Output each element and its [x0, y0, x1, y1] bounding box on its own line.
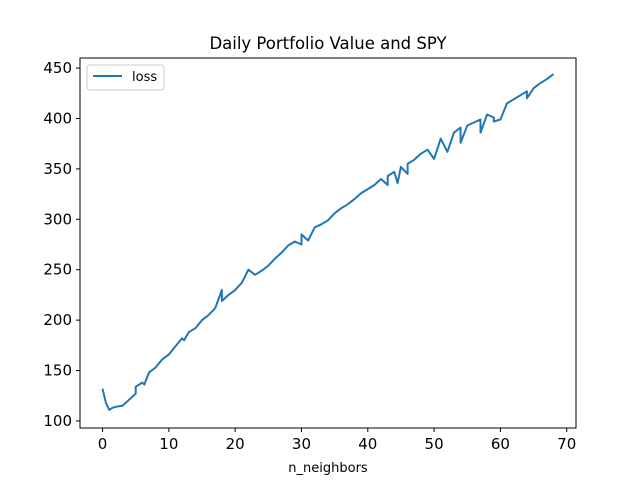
x-tick-label: 40 — [358, 435, 377, 453]
legend-label-loss: loss — [132, 70, 157, 85]
series-layer — [101, 73, 555, 411]
y-tick-label: 100 — [43, 412, 72, 430]
y-axis-ticks: 100 150 200 250 300 350 400 450 — [43, 59, 80, 430]
legend-frame — [86, 64, 165, 91]
y-tick-label: 350 — [43, 160, 72, 178]
x-tick-label: 0 — [98, 435, 108, 453]
x-tick-label: 10 — [159, 435, 178, 453]
chart-title: Daily Portfolio Value and SPY — [209, 34, 447, 53]
y-tick-label: 400 — [43, 109, 72, 127]
x-axis-ticks: 0 10 20 30 40 50 60 70 — [98, 428, 576, 453]
x-tick-label: 70 — [557, 435, 576, 453]
x-tick-label: 20 — [226, 435, 245, 453]
y-tick-label: 250 — [43, 261, 72, 279]
y-tick-label: 300 — [43, 210, 72, 228]
x-tick-label: 60 — [491, 435, 510, 453]
plot-area-frame — [79, 57, 577, 429]
y-tick-label: 450 — [43, 59, 72, 77]
series-line-loss — [101, 73, 555, 411]
y-tick-label: 150 — [43, 362, 72, 380]
x-tick-label: 30 — [292, 435, 311, 453]
y-tick-label: 200 — [43, 311, 72, 329]
legend: loss — [86, 64, 165, 91]
x-axis-label: n_neighbors — [288, 461, 368, 476]
x-tick-label: 50 — [425, 435, 444, 453]
